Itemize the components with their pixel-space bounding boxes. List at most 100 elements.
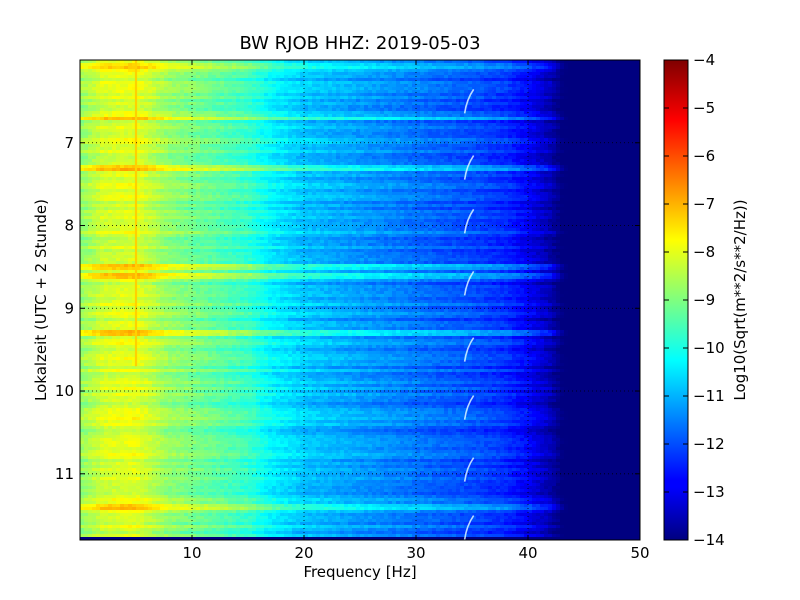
heatmap-cell: [168, 75, 173, 79]
heatmap-cell: [596, 102, 601, 106]
heatmap-cell: [484, 108, 489, 112]
heatmap-cell: [352, 90, 357, 94]
heatmap-cell: [200, 105, 205, 109]
heatmap-cell: [484, 78, 489, 82]
heatmap-cell: [624, 123, 629, 127]
heatmap-cell: [332, 96, 337, 100]
heatmap-cell: [192, 81, 197, 85]
heatmap-cell: [276, 138, 281, 142]
heatmap-cell: [304, 108, 309, 112]
heatmap-cell: [552, 105, 557, 109]
heatmap-cell: [196, 87, 201, 91]
heatmap-cell: [216, 60, 221, 64]
heatmap-cell: [252, 81, 257, 85]
heatmap-cell: [452, 75, 457, 79]
heatmap-cell: [476, 75, 481, 79]
heatmap-cell: [236, 84, 241, 88]
heatmap-cell: [376, 153, 381, 157]
heatmap-cell: [292, 144, 297, 148]
heatmap-cell: [636, 69, 640, 73]
heatmap-cell: [404, 63, 409, 67]
heatmap-cell: [100, 99, 105, 103]
heatmap-cell: [620, 138, 625, 142]
heatmap-cell: [416, 102, 421, 106]
heatmap-cell: [400, 114, 405, 118]
heatmap-cell: [448, 63, 453, 67]
heatmap-cell: [104, 102, 109, 106]
heatmap-cell: [496, 117, 501, 121]
heatmap-cell: [296, 123, 301, 127]
heatmap-cell: [232, 93, 237, 97]
heatmap-cell: [528, 78, 533, 82]
heatmap-cell: [168, 93, 173, 97]
heatmap-cell: [420, 129, 425, 133]
heatmap-cell: [512, 75, 517, 79]
heatmap-cell: [284, 141, 289, 145]
heatmap-cell: [524, 102, 529, 106]
heatmap-cell: [312, 153, 317, 157]
heatmap-cell: [604, 150, 609, 154]
heatmap-cell: [164, 153, 169, 157]
heatmap-cell: [540, 132, 545, 136]
heatmap-cell: [400, 87, 405, 91]
heatmap-cell: [452, 96, 457, 100]
heatmap-cell: [580, 60, 585, 64]
heatmap-cell: [224, 153, 229, 157]
heatmap-cell: [444, 144, 449, 148]
heatmap-cell: [84, 105, 89, 109]
heatmap-cell: [412, 129, 417, 133]
heatmap-cell: [552, 153, 557, 157]
heatmap-cell: [212, 81, 217, 85]
heatmap-cell: [412, 105, 417, 109]
heatmap-cell: [236, 144, 241, 148]
heatmap-cell: [164, 108, 169, 112]
heatmap-cell: [340, 138, 345, 142]
heatmap-cell: [420, 132, 425, 136]
heatmap-cell: [596, 81, 601, 85]
heatmap-cell: [320, 60, 325, 64]
heatmap-cell: [436, 87, 441, 91]
heatmap-cell: [484, 147, 489, 151]
heatmap-cell: [144, 66, 149, 70]
heatmap-cell: [552, 117, 557, 121]
heatmap-cell: [400, 90, 405, 94]
heatmap-cell: [524, 126, 529, 130]
heatmap-cell: [632, 66, 637, 70]
heatmap-cell: [208, 126, 213, 130]
heatmap-cell: [380, 60, 385, 64]
heatmap-cell: [592, 66, 597, 70]
heatmap-cell: [356, 75, 361, 79]
heatmap-cell: [176, 135, 181, 139]
heatmap-cell: [104, 105, 109, 109]
heatmap-cell: [568, 81, 573, 85]
heatmap-cell: [368, 81, 373, 85]
heatmap-cell: [448, 75, 453, 79]
heatmap-cell: [216, 147, 221, 151]
heatmap-cell: [164, 150, 169, 154]
heatmap-cell: [600, 87, 605, 91]
heatmap-cell: [512, 102, 517, 106]
heatmap-cell: [580, 147, 585, 151]
heatmap-cell: [272, 117, 277, 121]
heatmap-cell: [512, 90, 517, 94]
heatmap-cell: [468, 75, 473, 79]
heatmap-cell: [608, 141, 613, 145]
heatmap-cell: [480, 120, 485, 124]
heatmap-cell: [204, 111, 209, 115]
heatmap-cell: [404, 96, 409, 100]
heatmap-cell: [124, 78, 129, 82]
heatmap-cell: [236, 117, 241, 121]
heatmap-cell: [244, 87, 249, 91]
heatmap-cell: [356, 117, 361, 121]
heatmap-cell: [180, 150, 185, 154]
heatmap-cell: [328, 111, 333, 115]
heatmap-cell: [636, 87, 640, 91]
heatmap-cell: [260, 60, 265, 64]
heatmap-cell: [572, 66, 577, 70]
heatmap-cell: [336, 63, 341, 67]
heatmap-cell: [596, 63, 601, 67]
heatmap-cell: [256, 81, 261, 85]
heatmap-cell: [456, 147, 461, 151]
heatmap-cell: [528, 153, 533, 157]
heatmap-cell: [596, 87, 601, 91]
